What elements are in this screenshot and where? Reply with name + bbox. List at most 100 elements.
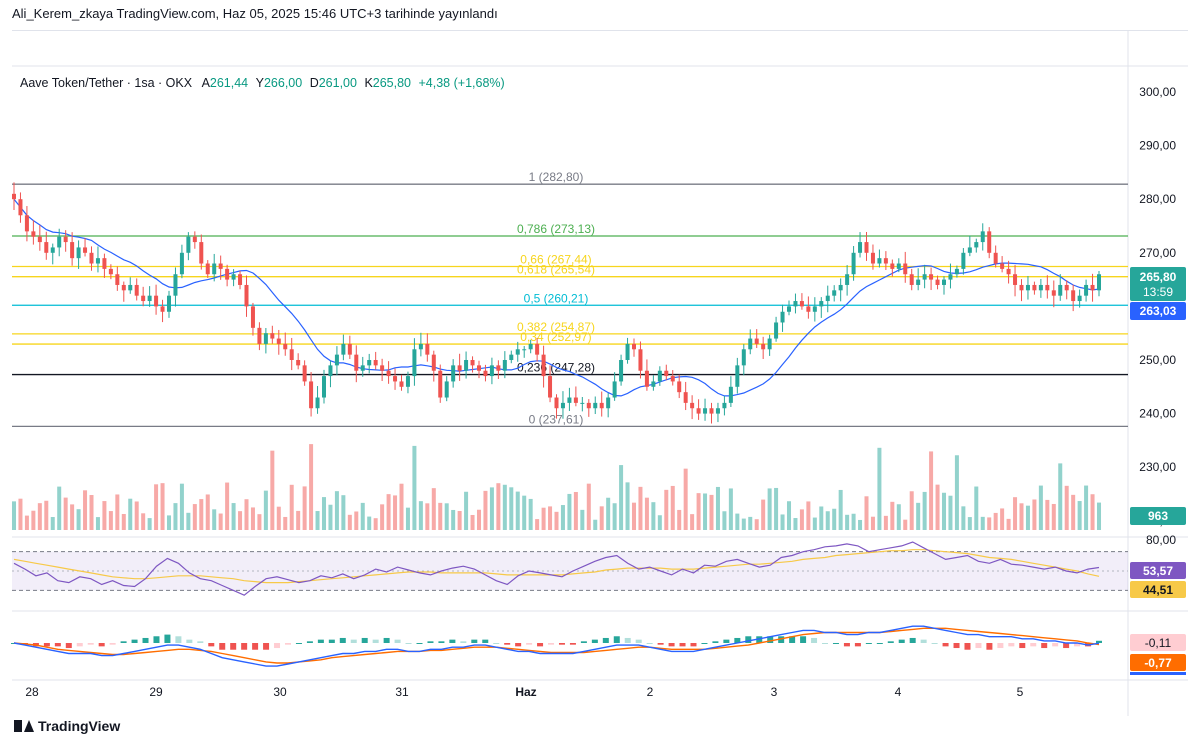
macd-histogram-bar <box>756 636 763 643</box>
macd-histogram-bar <box>153 636 160 643</box>
candle-body <box>166 295 172 312</box>
volume-bar <box>24 515 29 530</box>
candle-body <box>515 349 520 355</box>
volume-bar <box>883 515 888 530</box>
candle-body <box>186 236 191 253</box>
volume-bar <box>683 468 688 530</box>
volume-bar <box>212 509 217 530</box>
candle-body <box>735 365 740 387</box>
candle-body <box>425 343 430 355</box>
candle-countdown: 13:59 <box>1143 285 1173 299</box>
candle-body <box>502 360 507 371</box>
volume-bar <box>606 497 611 530</box>
macd-histogram-bar <box>317 639 324 643</box>
volume-bar <box>431 488 436 530</box>
candle-body <box>1013 274 1018 285</box>
candle-body <box>806 306 811 312</box>
volume-bar <box>438 502 443 530</box>
candle-body <box>883 258 888 264</box>
fib-level-label: 0,66 (267,44) <box>520 253 591 267</box>
macd-histogram-bar <box>1041 643 1048 649</box>
candle-body <box>838 284 843 291</box>
volume-bar <box>1025 505 1030 530</box>
x-tick-label: 5 <box>1017 685 1024 699</box>
volume-bar <box>870 516 875 530</box>
x-tick-label: 2 <box>647 685 654 699</box>
volume-bar <box>1000 508 1005 530</box>
volume-bar <box>373 518 378 530</box>
candle-body <box>845 274 850 285</box>
volume-bar <box>270 450 275 530</box>
candle-body <box>774 322 779 339</box>
candle-body <box>347 343 352 355</box>
candle-body <box>283 343 288 350</box>
macd-histogram-bar <box>1063 643 1070 649</box>
x-tick-label: 29 <box>149 685 163 699</box>
volume-bar <box>845 514 850 530</box>
volume-bar <box>522 495 527 530</box>
volume-bar <box>1084 485 1089 530</box>
macd-histogram-bar <box>493 643 500 644</box>
y-tick-label: 230,00 <box>1139 460 1176 474</box>
candle-body <box>160 306 165 312</box>
macd-histogram-bar <box>43 643 50 647</box>
volume-bar <box>941 492 947 530</box>
candle-body <box>638 349 643 371</box>
high-label: Y <box>255 76 264 90</box>
candle-body <box>141 295 146 302</box>
volume-bar <box>780 514 785 530</box>
volume-bar <box>1077 501 1082 530</box>
candle-body <box>522 349 527 351</box>
volume-bar <box>722 511 727 530</box>
volume-bar <box>799 509 804 530</box>
volume-bar <box>696 493 701 530</box>
volume-bar <box>728 488 733 530</box>
volume-bar <box>935 484 940 530</box>
candle-body <box>864 242 869 253</box>
candle-body <box>896 263 901 269</box>
candle-body <box>541 354 546 377</box>
candle-body <box>238 274 243 285</box>
candle-body <box>83 247 88 253</box>
candle-body <box>670 376 675 382</box>
candle-body <box>328 365 333 377</box>
candle-body <box>748 338 753 350</box>
macd-histogram-bar <box>1096 640 1102 643</box>
candle-body <box>464 360 469 371</box>
candle-body <box>218 263 223 269</box>
y-tick-label: 290,00 <box>1139 139 1176 153</box>
volume-bar <box>451 509 456 530</box>
candle-body <box>909 274 914 285</box>
tradingview-brand[interactable]: TradingView <box>14 718 120 734</box>
volume-bar <box>444 503 449 530</box>
volume-bar <box>244 499 249 530</box>
volume-bar <box>464 491 469 530</box>
open-label: A <box>201 76 210 90</box>
volume-bar <box>121 513 126 530</box>
volume-bar <box>31 510 36 530</box>
macd-histogram-bar <box>931 643 938 644</box>
volume-bar <box>709 494 714 530</box>
macd-histogram-bar <box>383 637 390 643</box>
candle-body <box>1006 268 1011 275</box>
volume-bar <box>302 486 307 530</box>
volume-bar <box>980 516 985 530</box>
volume-bar <box>1090 494 1095 530</box>
macd-histogram-bar <box>811 637 818 643</box>
volume-bar <box>703 493 708 530</box>
volume-bar <box>593 519 598 530</box>
candle-body <box>567 397 572 403</box>
macd-histogram-bar <box>394 639 401 643</box>
volume-bar <box>619 465 624 530</box>
volume-bar <box>812 517 817 530</box>
volume-bar <box>283 516 288 530</box>
macd-histogram-bar <box>789 636 796 643</box>
x-tick-label: 3 <box>771 685 778 699</box>
volume-bar <box>1013 497 1018 530</box>
low-label: D <box>309 76 319 90</box>
volume-bar <box>412 445 417 530</box>
candle-body <box>961 252 966 269</box>
volume-bar <box>334 491 339 530</box>
volume-bar <box>347 514 352 530</box>
